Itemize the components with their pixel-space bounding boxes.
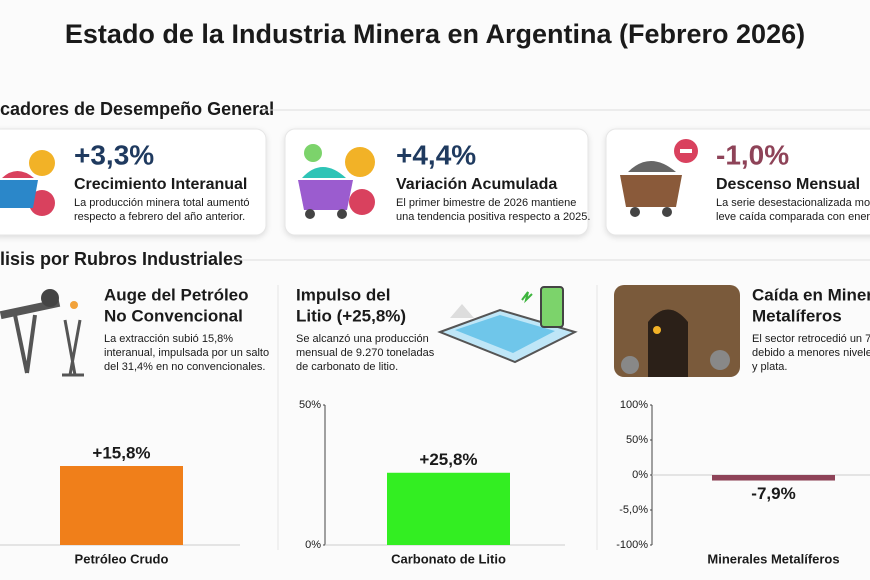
kpi-card	[605, 128, 870, 236]
y-tick-label: -5,0%	[619, 504, 648, 516]
rubro-title: Auge del Petróleo	[104, 285, 249, 304]
bar	[60, 466, 183, 545]
value-label: +15,8%	[92, 443, 150, 462]
kpi-text: El primer bimestre de 2026 mantiene	[396, 197, 576, 209]
kpi-card	[0, 128, 267, 236]
rubro-title: No Convencional	[104, 306, 243, 325]
kpi-text: una tendencia positiva respecto a 2025.	[396, 211, 590, 223]
lithium-pool-icon	[437, 286, 578, 364]
rubro-text: de carbonato de litio.	[296, 361, 398, 373]
broken-cart-icon	[620, 139, 698, 217]
y-tick-label: 100%	[620, 399, 648, 411]
x-tick-label: Petróleo Crudo	[75, 551, 169, 566]
kpi-value: +4,4%	[396, 139, 476, 170]
rubro-title: Caída en Miner	[752, 285, 870, 304]
section-title: lisis por Rubros Industriales	[0, 249, 243, 269]
cart-icon	[0, 150, 55, 216]
rubro-text: interanual, impulsada por un salto	[104, 347, 269, 359]
y-tick-label: 0%	[632, 469, 648, 481]
content: Estado de la Industria Minera en Argenti…	[0, 19, 870, 566]
y-tick-label: 0%	[305, 539, 321, 551]
value-label: -7,9%	[751, 484, 795, 503]
rubro-text: del 31,4% en no convencionales.	[104, 361, 265, 373]
kpi-value: +3,3%	[74, 139, 154, 170]
rubro-text: y plata.	[752, 361, 787, 373]
y-tick-label: 50%	[299, 399, 321, 411]
kpi-value: -1,0%	[716, 139, 789, 170]
section-title: cadores de Desempeño General	[0, 99, 274, 119]
x-tick-label: Minerales Metalíferos	[707, 551, 839, 566]
cart-icon	[298, 144, 375, 219]
x-tick-label: Carbonato de Litio	[391, 551, 506, 566]
rubro-text: mensual de 9.270 toneladas	[296, 347, 435, 359]
kpi-title: Descenso Mensual	[716, 176, 860, 193]
y-tick-label: 50%	[626, 434, 648, 446]
kpi-title: Variación Acumulada	[396, 176, 557, 193]
kpi-title: Crecimiento Interanual	[74, 176, 247, 193]
bar	[712, 475, 835, 481]
y-tick-label: -100%	[616, 539, 648, 551]
value-label: +25,8%	[419, 450, 477, 469]
mine-icon	[614, 285, 740, 377]
rubro-title: Impulso del	[296, 285, 390, 304]
kpi-text: leve caída comparada con enero de	[716, 211, 870, 223]
kpi-text: respecto a febrero del año anterior.	[74, 211, 245, 223]
kpi-text: La serie desestacionalizada mostr	[716, 197, 870, 209]
oil-pump-icon	[0, 289, 84, 377]
rubro-title: Litio (+25,8%)	[296, 306, 406, 325]
rubro-text: Se alcanzó una producción	[296, 333, 429, 345]
rubro-text: El sector retrocedió un 7,	[752, 333, 870, 345]
rubro-text: debido a menores niveles	[752, 347, 870, 359]
rubro-title: Metalíferos	[752, 306, 842, 325]
title: Estado de la Industria Minera en Argenti…	[65, 19, 805, 49]
bar	[387, 472, 510, 545]
kpi-text: La producción minera total aumentó	[74, 197, 250, 209]
rubro-text: La extracción subió 15,8%	[104, 333, 233, 345]
